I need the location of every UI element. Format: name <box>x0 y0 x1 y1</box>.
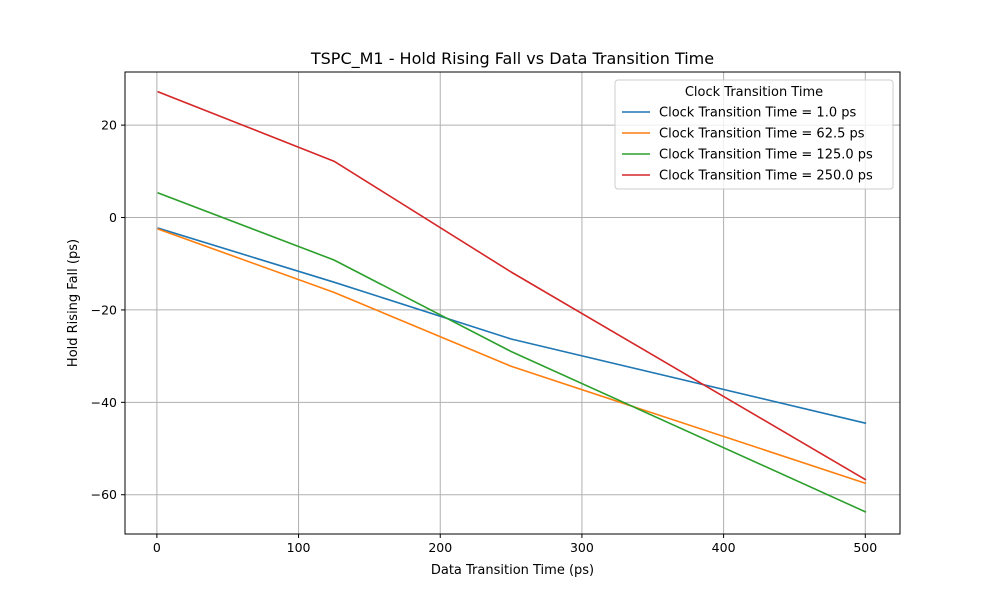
legend-entries: Clock Transition Time = 1.0 ps Clock Tran… <box>622 106 873 184</box>
y-tick-label: 20 <box>101 118 117 133</box>
plot-frame <box>124 71 901 535</box>
axis-ticks: 0 100 200 300 400 500 −60 −40 −20 0 20 <box>91 118 878 555</box>
legend-label-2: Clock Transition Time = 62.5 ps <box>659 127 865 142</box>
x-tick-label: 500 <box>853 540 877 555</box>
series-line-1 <box>157 227 867 425</box>
y-tick-label: −60 <box>91 487 117 502</box>
series-line-2 <box>157 228 867 485</box>
legend-label-4: Clock Transition Time = 250.0 ps <box>659 169 873 184</box>
legend-label-3: Clock Transition Time = 125.0 ps <box>659 148 873 163</box>
y-tick-label: 0 <box>109 210 117 225</box>
x-tick-label: 100 <box>287 540 311 555</box>
x-tick-label: 300 <box>570 540 594 555</box>
x-axis-label: Data Transition Time (ps) <box>431 563 594 578</box>
legend-title: Clock Transition Time <box>685 85 823 100</box>
y-tick-label: −40 <box>91 395 117 410</box>
series-line-4 <box>157 90 867 481</box>
legend: Clock Transition Time Clock Transition T… <box>614 79 894 190</box>
x-tick-label: 0 <box>153 540 161 555</box>
legend-box <box>614 79 894 190</box>
y-tick-label: −20 <box>91 302 117 317</box>
y-axis-label: Hold Rising Fall (ps) <box>66 239 81 367</box>
x-tick-label: 200 <box>428 540 452 555</box>
series-lines <box>157 90 867 513</box>
legend-label-1: Clock Transition Time = 1.0 ps <box>659 106 856 121</box>
chart-title: TSPC_M1 - Hold Rising Fall vs Data Trans… <box>310 49 714 69</box>
series-line-3 <box>157 191 867 513</box>
x-tick-label: 400 <box>712 540 736 555</box>
